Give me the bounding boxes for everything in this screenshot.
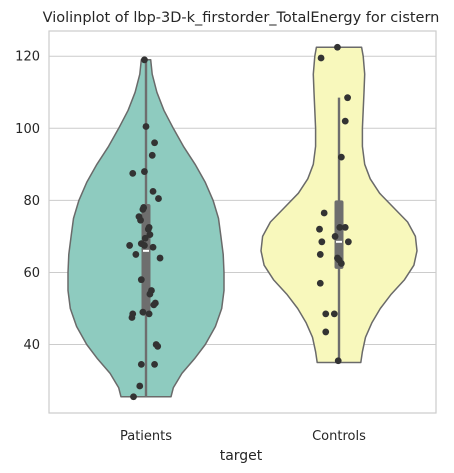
plot-frame [48,30,437,414]
data-point [136,382,144,390]
data-point [130,393,137,401]
y-tick-label: 80 [23,194,40,209]
data-point [144,225,152,233]
data-point [334,357,342,365]
data-point [344,238,352,246]
x-tick-labels: Patients Controls [120,429,366,444]
data-point [336,224,344,231]
data-point [341,224,349,231]
data-point [128,314,136,321]
data-point [316,251,324,258]
data-point [141,56,148,64]
data-point [151,360,158,368]
x-tick-label: Controls [312,429,366,444]
data-point [317,54,325,62]
y-tick-label: 100 [15,122,40,137]
data-point [137,276,145,284]
data-point [137,360,145,368]
data-point [132,251,140,258]
data-point [337,260,345,267]
data-point [344,94,351,102]
y-tick-label: 60 [23,266,40,281]
data-point [141,168,148,175]
y-tick-label: 40 [23,338,40,353]
data-point [320,209,328,217]
x-tick-label: Patients [120,429,172,444]
data-point [141,234,149,242]
data-point [341,117,349,125]
iqr-box [334,200,344,269]
data-point [337,153,345,161]
data-point [330,310,338,318]
violin-controls [260,43,418,365]
data-point [126,242,134,249]
data-point [316,279,324,287]
violin-patients [67,56,225,401]
data-point [141,242,148,249]
data-point [156,254,164,262]
data-point [137,216,144,224]
data-point [146,290,154,298]
data-point [129,169,137,177]
data-point [146,231,154,239]
data-point [148,151,156,159]
data-point [331,233,339,240]
violins [67,43,418,401]
data-point [318,238,326,246]
data-point [139,308,147,316]
chart-title: Violinplot of lbp-3D-k_firstorder_TotalE… [43,10,440,26]
axes-frame [48,30,437,414]
data-point [149,243,157,251]
data-point [316,225,323,233]
data-point [139,205,147,213]
data-point [154,342,162,350]
data-point [145,310,153,318]
data-point [142,123,150,130]
y-tick-label: 120 [15,50,40,65]
data-point [334,43,341,51]
data-point [151,139,158,147]
data-point [149,187,157,195]
data-point [322,310,330,318]
data-point [155,195,162,202]
data-point [150,301,158,309]
y-tick-labels: 40 60 80 100 120 [15,50,40,353]
x-axis-label: target [220,448,263,464]
data-point [322,328,330,336]
